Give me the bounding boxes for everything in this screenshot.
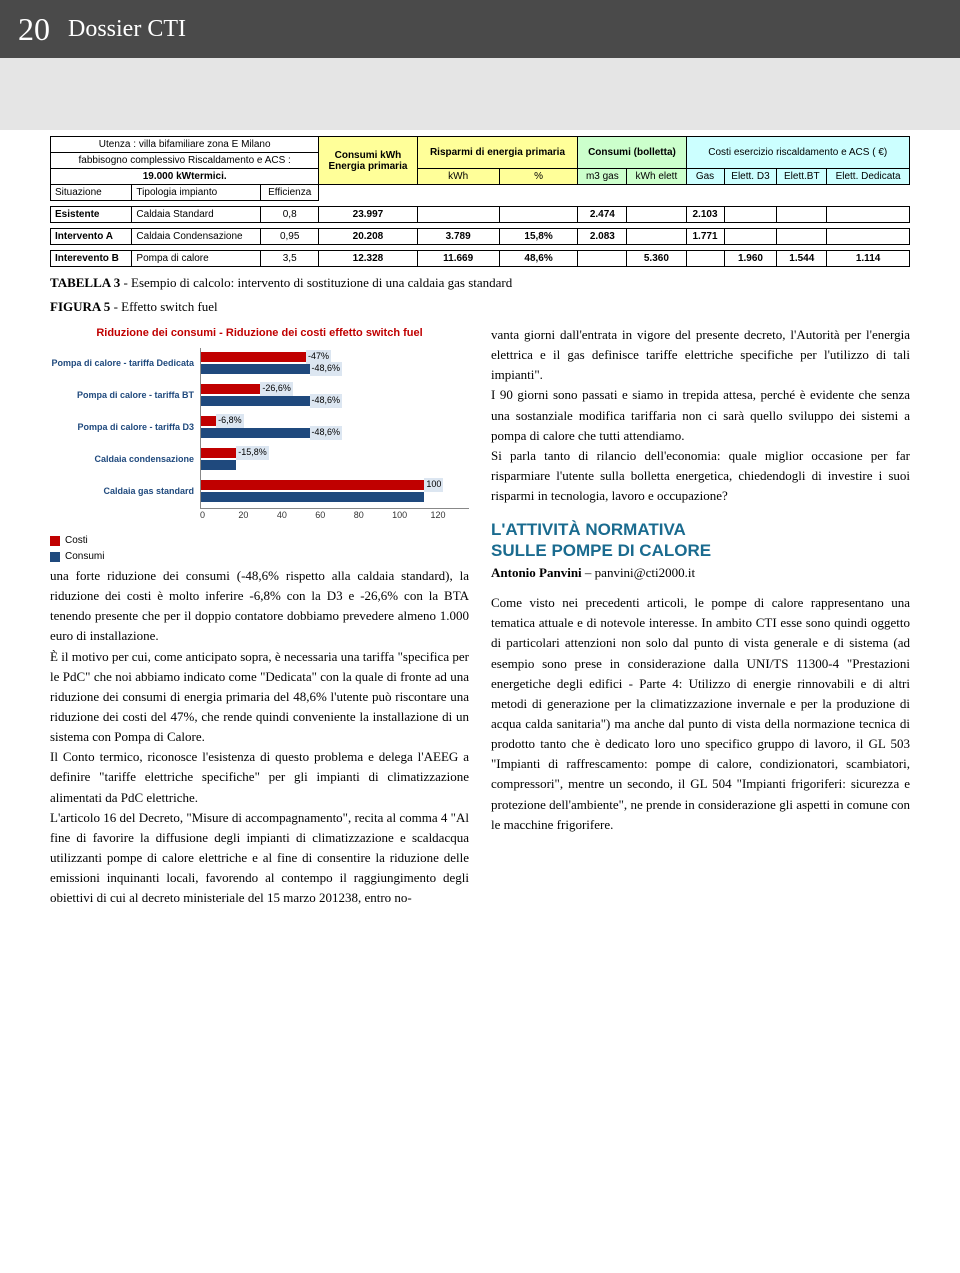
col-consumi-bolletta: Consumi (bolletta) xyxy=(578,137,686,169)
table-intro-2: fabbisogno complessivo Riscaldamento e A… xyxy=(51,153,319,169)
x-axis-tick: 40 xyxy=(277,509,315,523)
bar-consumi xyxy=(201,460,236,470)
body-text: Come visto nei precedenti articoli, le p… xyxy=(491,593,910,835)
body-text: vanta giorni dall'entrata in vigore del … xyxy=(491,325,910,385)
col-elett-d3: Elett. D3 xyxy=(724,169,777,185)
caption-figura-5: FIGURA 5 - Effetto switch fuel xyxy=(50,299,910,315)
switch-fuel-chart: Riduzione dei consumi - Riduzione dei co… xyxy=(50,325,469,523)
col-elett-dedicata: Elett. Dedicata xyxy=(827,169,910,185)
chart-bar-row: -26,6% -48,6% xyxy=(201,380,469,412)
bar-value-label: -48,6% xyxy=(310,426,343,440)
col-gas: Gas xyxy=(686,169,724,185)
author-line: Antonio Panvini – panvini@cti2000.it xyxy=(491,563,910,583)
legend-swatch-costi xyxy=(50,536,60,546)
bar-consumi xyxy=(201,428,310,438)
bar-consumi xyxy=(201,492,424,502)
chart-category-label: Pompa di calore - tariffa BT xyxy=(50,380,200,412)
bar-costi xyxy=(201,352,306,362)
col-kwh: kWh xyxy=(417,169,499,185)
table-intro-3: 19.000 kWtermici. xyxy=(51,169,319,185)
bar-value-label: -6,8% xyxy=(216,414,244,428)
right-column: vanta giorni dall'entrata in vigore del … xyxy=(491,325,910,908)
chart-bar-row: 100 xyxy=(201,476,469,508)
body-text: È il motivo per cui, come anticipato sop… xyxy=(50,647,469,748)
chart-bar-row: -15,8% xyxy=(201,444,469,476)
col-pct: % xyxy=(499,169,578,185)
comparison-table: Utenza : villa bifamiliare zona E Milano… xyxy=(50,136,910,267)
page-number: 20 xyxy=(18,11,50,48)
x-axis-tick: 20 xyxy=(238,509,276,523)
bar-costi xyxy=(201,416,216,426)
x-axis-tick: 120 xyxy=(431,509,469,523)
col-tipologia: Tipologia impianto xyxy=(132,185,261,201)
bar-costi xyxy=(201,480,424,490)
dossier-title: Dossier CTI xyxy=(68,16,186,43)
caption-tabella-3: TABELLA 3 - Esempio di calcolo: interven… xyxy=(50,275,910,291)
body-text: una forte riduzione dei consumi (-48,6% … xyxy=(50,566,469,647)
body-text: I 90 giorni sono passati e siamo in trep… xyxy=(491,385,910,445)
table-row: Esistente Caldaia Standard 0,8 23.997 2.… xyxy=(51,207,910,223)
col-m3gas: m3 gas xyxy=(578,169,627,185)
x-axis-tick: 60 xyxy=(315,509,353,523)
chart-category-label: Pompa di calore - tariffa Dedicata xyxy=(50,348,200,380)
bar-value-label: -26,6% xyxy=(260,382,293,396)
x-axis-tick: 80 xyxy=(354,509,392,523)
body-text: Il Conto termico, riconosce l'esistenza … xyxy=(50,747,469,807)
chart-title: Riduzione dei consumi - Riduzione dei co… xyxy=(50,325,469,342)
body-text: Si parla tanto di rilancio dell'economia… xyxy=(491,446,910,506)
legend-swatch-consumi xyxy=(50,552,60,562)
bar-value-label: -48,6% xyxy=(310,394,343,408)
bar-consumi xyxy=(201,396,310,406)
page-header: 20 Dossier CTI xyxy=(0,0,960,58)
table-row: Interevento B Pompa di calore 3,5 12.328… xyxy=(51,251,910,267)
x-axis-tick: 0 xyxy=(200,509,238,523)
legend-label-consumi: Consumi xyxy=(65,549,104,565)
chart-category-label: Pompa di calore - tariffa D3 xyxy=(50,412,200,444)
chart-legend: Costi Consumi xyxy=(50,533,469,565)
chart-bar-row: -6,8% -48,6% xyxy=(201,412,469,444)
left-column: Riduzione dei consumi - Riduzione dei co… xyxy=(50,325,469,908)
bar-costi xyxy=(201,384,260,394)
col-situazione: Situazione xyxy=(51,185,132,201)
col-kwhelett: kWh elett xyxy=(627,169,686,185)
bar-value-label: -48,6% xyxy=(310,362,343,376)
legend-label-costi: Costi xyxy=(65,533,88,549)
col-elett-bt: Elett.BT xyxy=(777,169,827,185)
section-heading: L'ATTIVITÀ NORMATIVASULLE POMPE DI CALOR… xyxy=(491,520,910,561)
bar-costi xyxy=(201,448,236,458)
chart-category-label: Caldaia gas standard xyxy=(50,476,200,508)
col-costi: Costi esercizio riscaldamento e ACS ( €) xyxy=(686,137,909,169)
grey-band xyxy=(0,58,960,130)
table-intro-1: Utenza : villa bifamiliare zona E Milano xyxy=(51,137,319,153)
col-consumi-kwh: Consumi kWhEnergia primaria xyxy=(319,137,417,185)
chart-bar-row: -47%-48,6% xyxy=(201,348,469,380)
col-efficienza: Efficienza xyxy=(261,185,319,201)
col-risparmi: Risparmi di energia primaria xyxy=(417,137,578,169)
bar-value-label: 100 xyxy=(424,478,443,492)
bar-value-label: -15,8% xyxy=(236,446,269,460)
bar-consumi xyxy=(201,364,310,374)
body-text: L'articolo 16 del Decreto, "Misure di ac… xyxy=(50,808,469,909)
table-row: Intervento A Caldaia Condensazione 0,95 … xyxy=(51,229,910,245)
chart-category-label: Caldaia condensazione xyxy=(50,444,200,476)
x-axis-tick: 100 xyxy=(392,509,430,523)
